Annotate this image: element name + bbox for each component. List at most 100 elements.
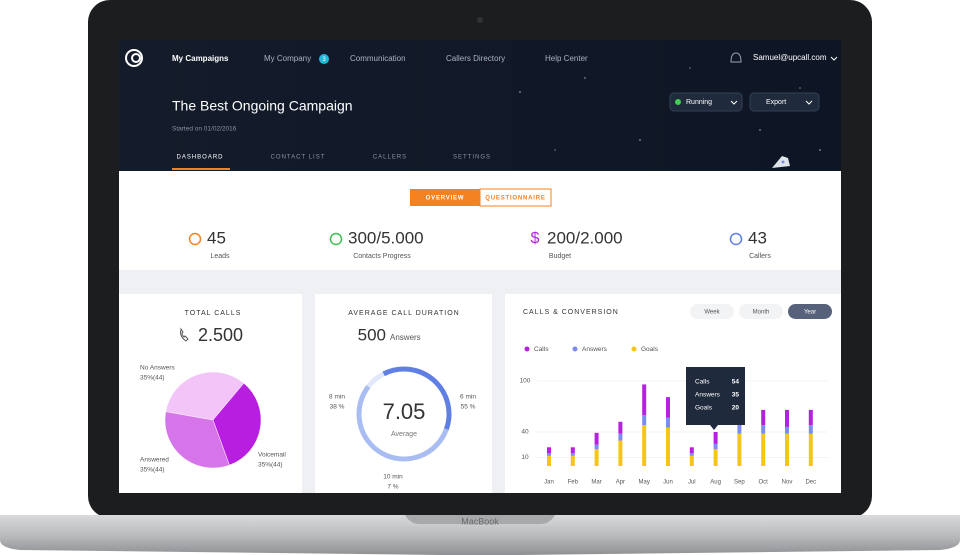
tab-underline [172,168,230,170]
tooltip-value: 35 [732,392,740,399]
x-tick-label: Feb [568,480,579,486]
phone-icon [180,327,189,342]
bar-segment [666,397,670,418]
bar-segment [547,455,551,466]
status-dot [675,99,681,105]
bar-segment [594,432,599,445]
tab[interactable]: CONTACT LIST [271,155,326,161]
average-label: Average [391,431,417,438]
logo [125,49,143,67]
status-label: Running [686,99,712,106]
bar-segment [713,432,718,444]
bar-segment [666,427,670,466]
bar-segment [547,447,551,454]
bar-segment [785,433,789,466]
bell-icon [730,52,742,63]
pie-slice [164,411,230,469]
stat-icon: $ [531,230,540,247]
bar-segment [689,447,694,454]
tab[interactable]: DASHBOARD [176,155,223,161]
nav-item[interactable]: My Campaigns [172,54,229,63]
export-label: Export [766,99,786,106]
tab[interactable]: CALLERS [373,155,407,161]
export-button[interactable] [749,92,820,112]
notch [405,515,555,524]
toggle-inactive[interactable] [479,188,552,207]
stat-label: Callers [749,253,771,260]
bar-segment [570,455,575,466]
nav-item[interactable]: Help Center [545,54,588,63]
chevron [830,56,838,61]
range-label: Week [704,310,720,316]
x-tick-label: Jan [544,480,554,486]
tab[interactable]: SETTINGS [453,155,491,161]
bar-segment [618,433,623,441]
bar-segment [689,455,694,466]
duration-time: 8 min [329,394,345,401]
duration-percent: 7 % [387,484,398,491]
range-label: Month [753,310,770,316]
legend-label: Answers [582,346,608,353]
stat-value: 43 [748,228,767,247]
bar-segment [570,453,575,456]
bar-segment [808,425,813,434]
pie-label-name: Voicemail [258,452,286,459]
toggle-active[interactable] [410,189,480,206]
tooltip-value: 20 [732,405,740,412]
chevron [730,100,738,105]
stat-label: Contacts Progress [353,253,411,260]
bar-segment [642,425,647,466]
stat-value: 200/2.000 [547,228,623,247]
x-tick-label: Jun [663,480,673,486]
pie-slice [165,371,245,421]
range-button[interactable] [739,304,783,319]
stat-value: 300/5.000 [348,228,424,247]
pie-label-name: Answered [140,457,169,464]
x-tick-label: Nov [782,480,793,486]
bar-segment [785,409,789,427]
pie-label-value: 35%(44) [258,462,283,469]
donut-segment [356,384,449,462]
bar-segment [808,433,813,466]
range-label: Year [804,310,816,316]
donut-segment [382,366,452,431]
overview-bg [119,171,841,270]
legend-swatch [524,346,530,352]
bar-segment [689,453,694,456]
device-label: MacBook [461,516,499,526]
pie-label-name: No Answers [140,365,175,372]
x-tick-label: Oct [759,480,769,486]
status-button[interactable] [669,92,743,112]
stat-icon [188,232,202,246]
duration-time: 10 min [383,474,403,481]
bar-segment [618,421,623,434]
stat-label: Leads [210,253,230,260]
x-tick-label: Apr [616,480,625,486]
toggle-label: OVERVIEW [426,196,465,202]
bar-segment [761,433,766,466]
user-menu[interactable]: Samuel@upcall.com [753,53,827,62]
nav-item[interactable]: My Company [264,54,311,63]
range-button[interactable] [788,304,832,319]
nav-item[interactable]: Communication [350,54,406,63]
duration-time: 6 min [460,394,476,401]
stars [519,67,821,151]
bar-segment [761,425,766,434]
range-button[interactable] [690,304,734,319]
bar-segment [618,440,623,466]
card-title: TOTAL CALLS [185,310,242,317]
pie-label-value: 35%(44) [140,375,165,382]
tooltip-value: 54 [732,379,740,386]
bar-segment [666,417,670,428]
rocket [772,156,790,168]
bar-segment [713,443,718,449]
bar-segment [642,384,647,415]
legend-swatch [631,346,637,352]
toggle-label: QUESTIONNAIRE [485,196,545,202]
legend-swatch [572,346,578,352]
duration-percent: 55 % [461,404,476,411]
y-tick-label: 10 [521,454,529,461]
laptop-base [0,515,960,555]
nav-item[interactable]: Callers Directory [446,54,505,63]
x-tick-label: Sep [734,480,745,486]
